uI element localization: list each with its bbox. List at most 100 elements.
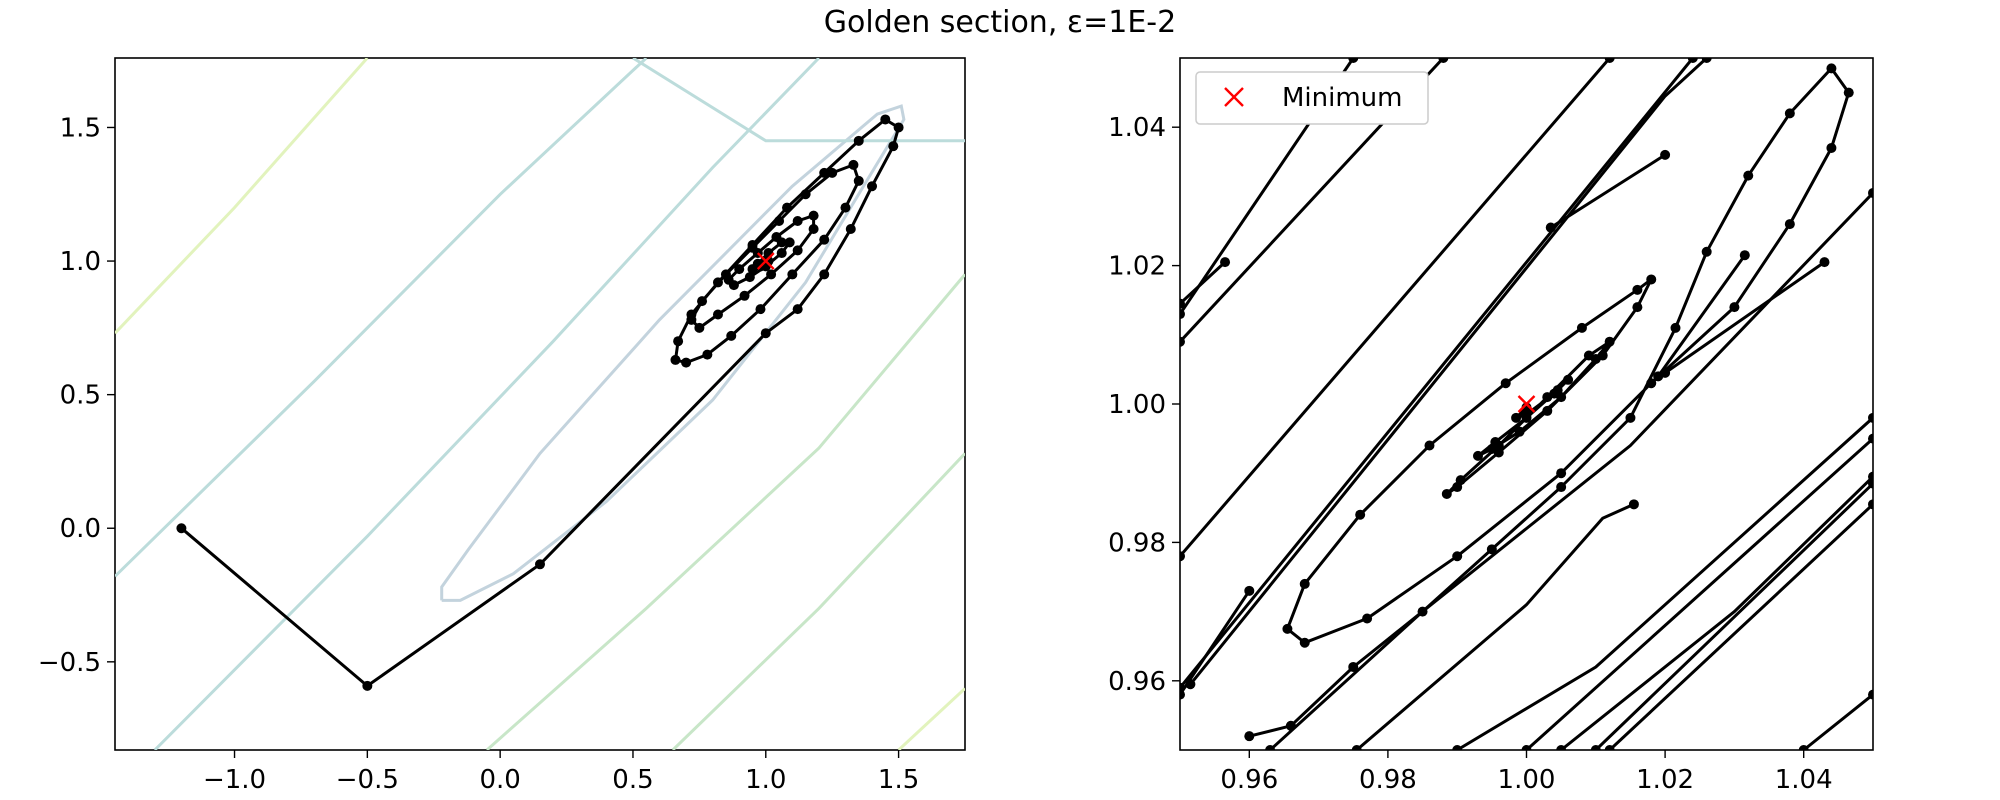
legend-minimum-marker [1224, 87, 1244, 107]
legend: Minimum [1195, 71, 1429, 125]
x-tick-label: −0.5 [336, 765, 399, 795]
right-optimization-path [1180, 58, 1873, 750]
path-segment [1608, 503, 1873, 750]
left-y-axis: −0.5 0.0 0.5 1.0 1.5 [38, 113, 115, 678]
path-point [1452, 745, 1463, 750]
left-optimization-path [176, 114, 904, 691]
path-point [747, 264, 758, 275]
path-point [792, 215, 803, 226]
contour-line [671, 452, 965, 750]
path-segment [1656, 254, 1747, 378]
path-point [1646, 378, 1657, 389]
path-point [893, 122, 904, 133]
path-point [1604, 58, 1615, 63]
path-point [1604, 745, 1615, 750]
path-point [1455, 475, 1466, 486]
path-point [1452, 551, 1463, 562]
path-segment [1802, 693, 1873, 750]
path-point [1604, 336, 1615, 347]
contour-line [440, 104, 906, 602]
path-point [1798, 745, 1809, 750]
path-point [1180, 689, 1185, 700]
path-point [782, 202, 793, 213]
path-point [840, 202, 851, 213]
path-point [1868, 499, 1873, 510]
path-point [1739, 250, 1750, 261]
path-point [1180, 298, 1185, 309]
path-point [681, 357, 692, 368]
y-tick-label: 1.02 [1108, 252, 1166, 282]
path-point [819, 269, 830, 280]
path-point [880, 114, 891, 125]
x-tick-label: 0.98 [1359, 765, 1417, 795]
x-tick-label: 0.96 [1220, 765, 1278, 795]
contour-line [115, 58, 369, 335]
path-point [1244, 585, 1255, 596]
path-point [1362, 613, 1373, 624]
path-point [744, 272, 755, 283]
y-tick-label: 0.0 [60, 514, 101, 544]
path-point [1563, 374, 1574, 385]
path-point [176, 523, 187, 534]
path-point [712, 277, 723, 288]
path-point [800, 189, 811, 200]
x-tick-label: 1.00 [1498, 765, 1556, 795]
right-x-axis: 0.96 0.98 1.00 1.02 1.04 [1220, 750, 1833, 795]
path-point [670, 354, 681, 365]
path-point [1826, 63, 1837, 74]
path-point [776, 237, 787, 248]
path-point [1355, 509, 1366, 520]
path-point [1670, 322, 1681, 333]
path-point [1514, 426, 1525, 437]
path-point [1417, 606, 1428, 617]
path-point [1701, 246, 1712, 257]
y-tick-label: 1.00 [1108, 390, 1166, 420]
path-point [1299, 578, 1310, 589]
path-point [774, 215, 785, 226]
path-point [535, 559, 545, 570]
path-point [1542, 405, 1553, 416]
path-point [1185, 679, 1196, 690]
path-point [808, 210, 819, 221]
path-point [1826, 142, 1837, 153]
x-tick-label: 0.5 [612, 765, 653, 795]
path-point [845, 223, 856, 234]
path-point [712, 309, 723, 320]
path-point [1180, 336, 1185, 347]
path-point [848, 159, 859, 170]
path-point [1180, 551, 1185, 562]
path-point [362, 680, 373, 691]
path-point [1549, 388, 1560, 399]
path-point [1868, 187, 1873, 198]
path-point [1628, 499, 1639, 510]
contour-line [115, 58, 648, 578]
path-point [1490, 437, 1501, 448]
right-plot-panel: 0.96 0.98 1.00 1.02 1.04 0.96 0.98 1.00 1.02 1.0… [1108, 57, 1874, 795]
path-segment [1594, 482, 1873, 750]
path-point [673, 336, 684, 347]
path-segment [1180, 260, 1227, 305]
minimum-marker [756, 252, 775, 270]
path-point [1348, 661, 1359, 672]
path-point [1701, 58, 1712, 63]
path-point [1282, 623, 1293, 634]
x-tick-label: 0.0 [479, 765, 520, 795]
path-point [853, 135, 864, 146]
y-tick-label: 1.04 [1108, 113, 1166, 143]
path-point [819, 167, 830, 178]
path-point [792, 304, 803, 315]
contour-line [897, 687, 965, 750]
path-point [776, 248, 787, 259]
path-point [808, 223, 819, 234]
path-point [1646, 274, 1657, 285]
path-point [1743, 170, 1754, 181]
path-point [1784, 219, 1795, 230]
path-point [1511, 412, 1522, 423]
y-tick-label: −0.5 [38, 648, 101, 678]
path-point [1868, 689, 1873, 700]
y-tick-label: 0.98 [1108, 528, 1166, 558]
path-point [867, 181, 878, 192]
path-point [1424, 440, 1435, 451]
path-point [792, 245, 803, 256]
